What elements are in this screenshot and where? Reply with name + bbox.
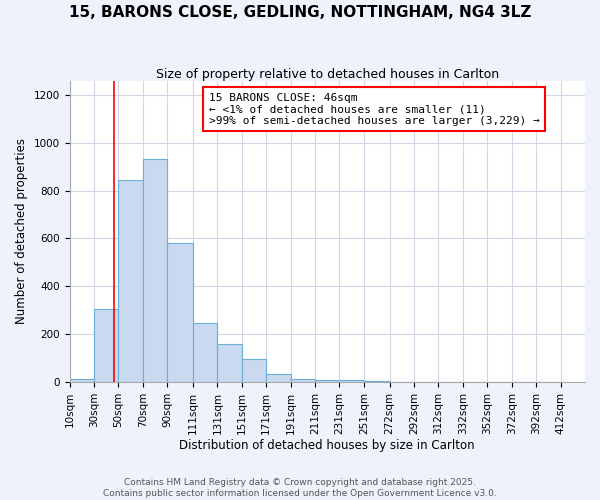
Bar (193, 324, 217, 382)
X-axis label: Distribution of detached houses by size in Carlton: Distribution of detached houses by size … (179, 440, 475, 452)
Bar (217, 344, 242, 382)
Bar (290, 378, 315, 382)
Text: Contains HM Land Registry data © Crown copyright and database right 2025.
Contai: Contains HM Land Registry data © Crown c… (103, 478, 497, 498)
Text: 15, BARONS CLOSE, GEDLING, NOTTINGHAM, NG4 3LZ: 15, BARONS CLOSE, GEDLING, NOTTINGHAM, N… (69, 5, 531, 20)
Bar (143, 160, 167, 382)
Bar (70, 378, 94, 382)
Title: Size of property relative to detached houses in Carlton: Size of property relative to detached ho… (156, 68, 499, 80)
Bar (94, 309, 118, 382)
Bar (167, 244, 193, 382)
Bar (118, 180, 143, 382)
Bar (266, 374, 290, 382)
Y-axis label: Number of detached properties: Number of detached properties (15, 138, 28, 324)
Bar (315, 380, 340, 382)
Text: 15 BARONS CLOSE: 46sqm
← <1% of detached houses are smaller (11)
>99% of semi-de: 15 BARONS CLOSE: 46sqm ← <1% of detached… (209, 92, 539, 126)
Bar (242, 360, 266, 382)
Bar (340, 380, 364, 382)
